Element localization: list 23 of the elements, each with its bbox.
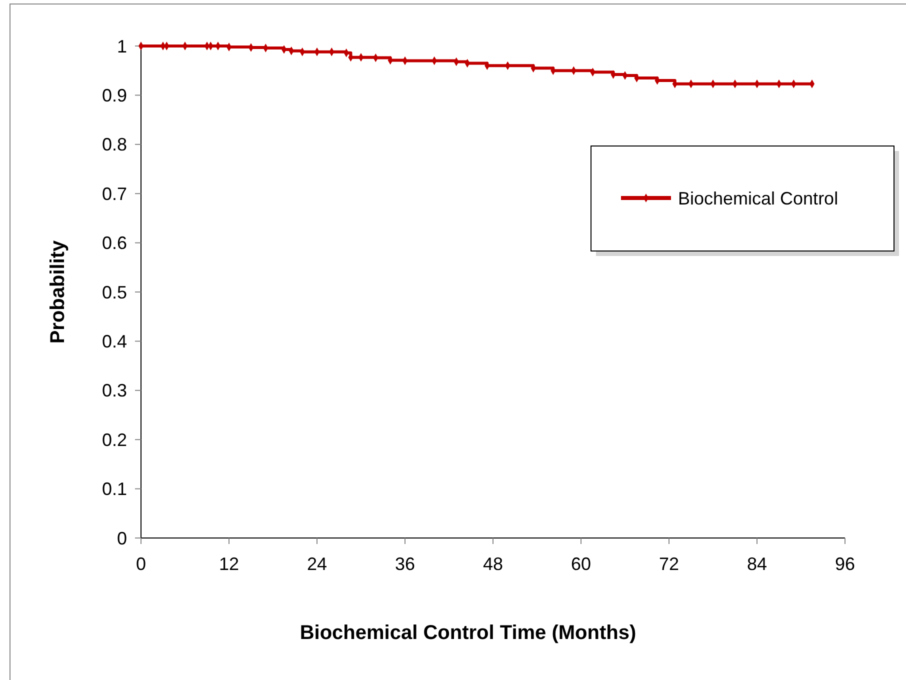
x-tick-label: 12 — [218, 554, 240, 574]
x-tick-label: 72 — [658, 554, 680, 574]
y-tick-label: 0.3 — [102, 380, 127, 401]
x-tick-label: 96 — [834, 554, 856, 574]
y-tick-label: 0.2 — [102, 430, 127, 450]
y-tick-label: 0.7 — [102, 184, 127, 204]
y-tick-label: 0.6 — [102, 233, 127, 254]
y-tick-label: 0.9 — [102, 86, 127, 106]
x-tick-label: 36 — [394, 554, 416, 574]
y-tick-label: 1 — [116, 36, 127, 56]
x-tick-label: 48 — [482, 554, 504, 574]
legend-label: Biochemical Control — [678, 188, 838, 208]
y-axis-title: Probability — [47, 239, 69, 344]
y-tick-label: 0.4 — [102, 332, 127, 352]
x-tick-label: 0 — [136, 554, 146, 574]
x-tick-label: 60 — [570, 554, 592, 574]
x-tick-label: 24 — [306, 554, 328, 574]
y-tick-label: 0.5 — [102, 282, 127, 302]
y-tick-label: 0 — [116, 528, 127, 548]
x-tick-label: 84 — [746, 554, 768, 574]
y-tick-label: 0.8 — [102, 134, 127, 155]
y-tick-label: 0.1 — [102, 479, 127, 500]
x-axis-title: Biochemical Control Time (Months) — [300, 622, 636, 644]
